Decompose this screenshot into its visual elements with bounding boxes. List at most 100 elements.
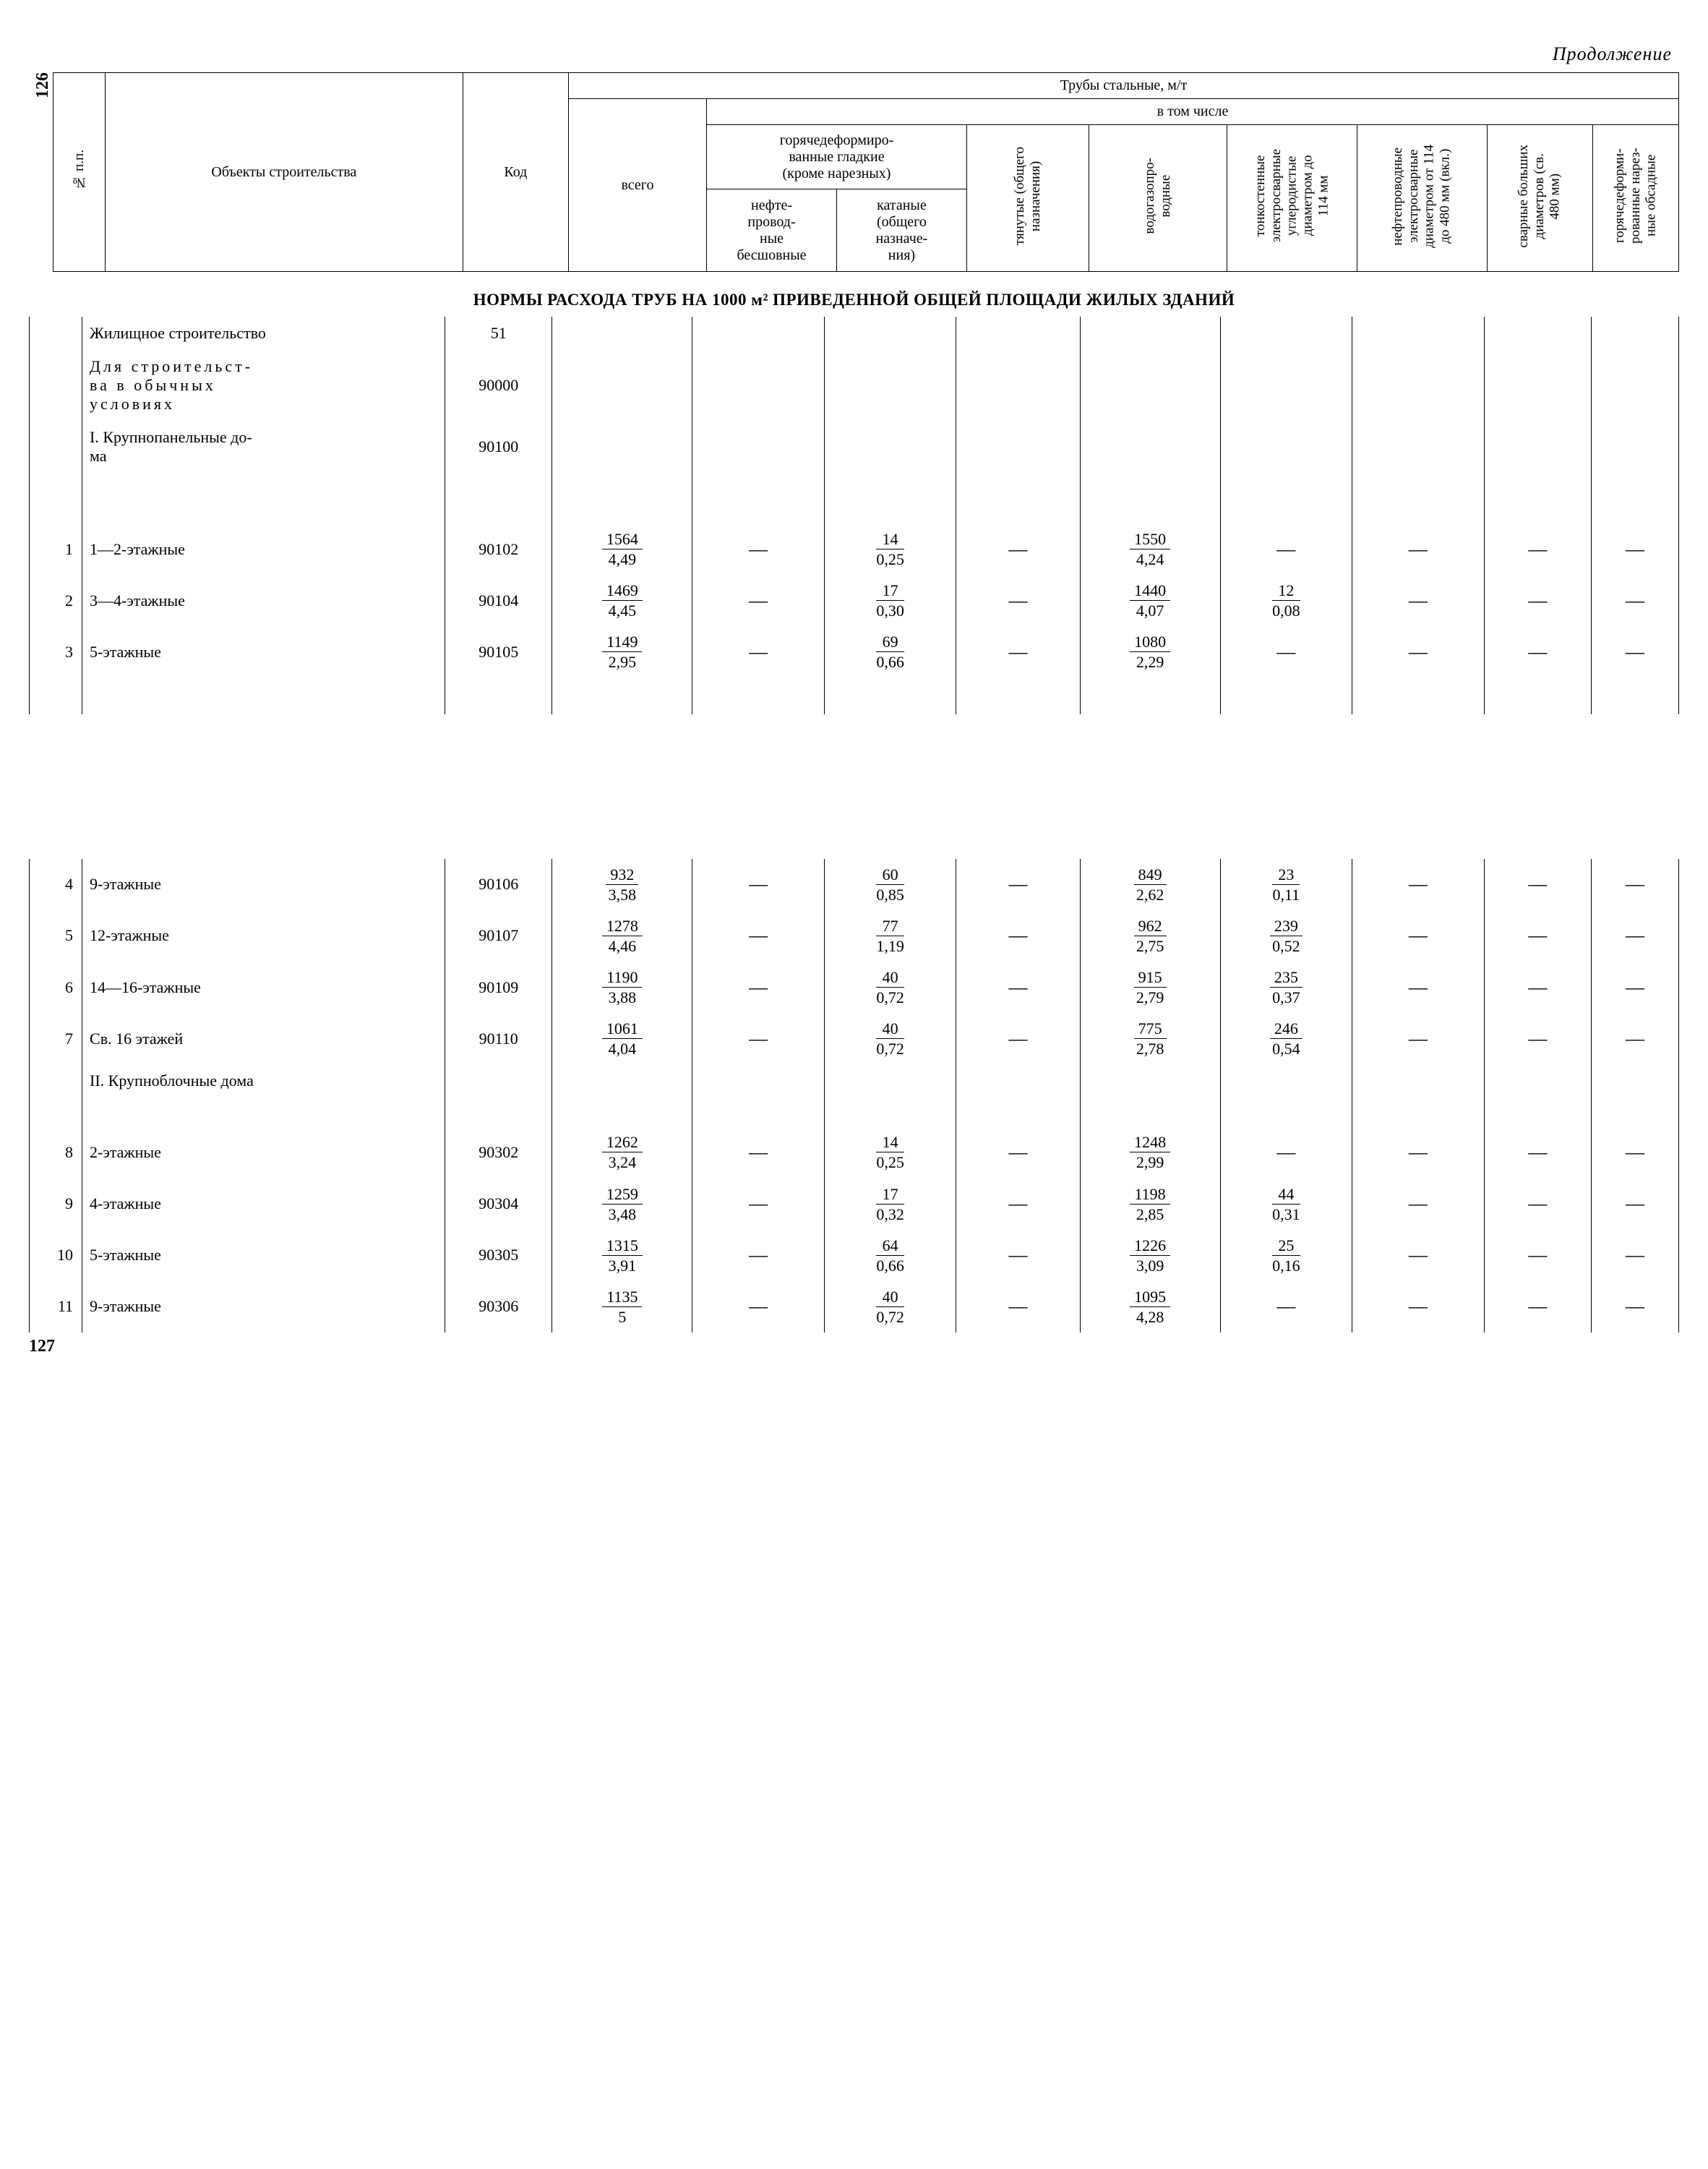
dash-icon: —	[749, 1142, 768, 1163]
empty-cell	[1484, 350, 1591, 421]
dash-icon: —	[1409, 873, 1428, 894]
dash-icon: —	[1626, 539, 1644, 560]
row-code: 90302	[445, 1126, 552, 1178]
fraction-value: 170,32	[876, 1186, 904, 1223]
empty-cell	[1080, 317, 1220, 350]
data-table-lower: 49-этажные901069323,58—600,85—8492,62230…	[29, 859, 1679, 1333]
fraction-value: 9622,75	[1134, 917, 1167, 954]
dash-icon: —	[1009, 977, 1028, 998]
dash-icon: —	[1528, 539, 1547, 560]
value-cell: —	[1484, 523, 1591, 575]
value-cell: 250,16	[1220, 1230, 1352, 1281]
empty-cell	[956, 350, 1080, 421]
dash-icon: —	[1528, 1142, 1547, 1163]
value-cell: —	[692, 1013, 825, 1064]
fraction-value: 10802,29	[1130, 633, 1170, 670]
value-cell: —	[692, 1178, 825, 1230]
dash-icon: —	[1528, 1296, 1547, 1317]
value-cell: 10614,04	[552, 1013, 692, 1064]
value-cell: 140,25	[824, 523, 956, 575]
value-cell: —	[956, 910, 1080, 962]
row-code: 90106	[445, 859, 552, 910]
dash-icon: —	[1528, 590, 1547, 611]
value-cell: —	[692, 1281, 825, 1332]
dash-icon: —	[1528, 925, 1547, 946]
heading-code: 90100	[445, 421, 552, 473]
fraction-value: 8492,62	[1134, 866, 1167, 903]
dash-icon: —	[749, 1296, 768, 1317]
empty-cell	[1080, 350, 1220, 421]
empty-cell	[824, 1064, 956, 1098]
row-code: 90109	[445, 962, 552, 1013]
value-cell: 15504,24	[1080, 523, 1220, 575]
dash-icon: —	[1409, 1296, 1428, 1317]
row-number: 8	[30, 1126, 82, 1178]
value-cell: —	[956, 1013, 1080, 1064]
dash-icon: —	[1009, 539, 1028, 560]
empty-cell	[692, 1064, 825, 1098]
heading-text: Для строительст- ва в обычных условиях	[82, 350, 445, 421]
empty-cell	[1220, 350, 1352, 421]
value-cell: —	[1352, 1126, 1485, 1178]
row-number: 10	[30, 1230, 82, 1281]
value-cell: —	[1591, 1013, 1678, 1064]
heading-text: I. Крупнопанельные до- ма	[82, 421, 445, 473]
empty-cell	[1591, 350, 1678, 421]
value-cell: —	[1352, 575, 1485, 626]
empty-cell	[1220, 1064, 1352, 1098]
value-cell: —	[692, 910, 825, 962]
value-cell: —	[956, 626, 1080, 677]
dash-icon: —	[1276, 1142, 1295, 1163]
table-row: 11—2-этажные9010215644,49—140,25—15504,2…	[30, 523, 1679, 575]
empty-cell	[552, 1098, 692, 1126]
fraction-value: 440,31	[1272, 1186, 1300, 1223]
dash-icon: —	[1409, 1142, 1428, 1163]
value-cell: —	[1591, 626, 1678, 677]
fraction-value: 11903,88	[602, 969, 642, 1006]
empty-cell	[692, 421, 825, 473]
table-row: 614—16-этажные9010911903,88—400,72—9152,…	[30, 962, 1679, 1013]
value-cell: 15644,49	[552, 523, 692, 575]
value-cell: 11492,95	[552, 626, 692, 677]
col-welded: сварные больших диаметров (св. 480 мм)	[1516, 145, 1563, 248]
empty-cell	[1220, 1098, 1352, 1126]
continuation-label: Продолжение	[29, 43, 1672, 65]
col-sub-rolled: катаные (общего назначе- ния)	[836, 189, 966, 272]
empty-cell	[1080, 1064, 1220, 1098]
empty-cell	[1352, 473, 1485, 523]
dash-icon: —	[1009, 1028, 1028, 1049]
empty-cell	[1220, 473, 1352, 523]
empty-cell	[82, 678, 445, 714]
spacer-row	[30, 678, 1679, 714]
heading-row: I. Крупнопанельные до- ма90100	[30, 421, 1679, 473]
col-code: Код	[463, 73, 568, 272]
dash-icon: —	[749, 641, 768, 662]
value-cell: —	[956, 1281, 1080, 1332]
value-cell: 9622,75	[1080, 910, 1220, 962]
value-cell: —	[956, 1126, 1080, 1178]
value-cell: —	[1591, 1126, 1678, 1178]
empty-cell	[692, 350, 825, 421]
empty-cell	[1352, 421, 1485, 473]
value-cell: —	[1484, 962, 1591, 1013]
dash-icon: —	[1009, 590, 1028, 611]
row-name: 12-этажные	[82, 910, 445, 962]
value-cell: 400,72	[824, 1013, 956, 1064]
value-cell: 10954,28	[1080, 1281, 1220, 1332]
value-cell: 13153,91	[552, 1230, 692, 1281]
table-row: 119-этажные9030611355—400,72—10954,28———…	[30, 1281, 1679, 1332]
value-cell: —	[956, 1230, 1080, 1281]
value-cell: —	[1220, 1281, 1352, 1332]
row-code: 90305	[445, 1230, 552, 1281]
row-number: 2	[30, 575, 82, 626]
heading-code: 90000	[445, 350, 552, 421]
value-cell: 9323,58	[552, 859, 692, 910]
col-casing: горячедеформи- рованные нарез- ные обсад…	[1612, 147, 1660, 244]
empty-cell	[1220, 317, 1352, 350]
dash-icon: —	[749, 977, 768, 998]
fraction-value: 12593,48	[602, 1186, 643, 1223]
fraction-value: 600,85	[876, 866, 904, 903]
dash-icon: —	[1409, 590, 1428, 611]
empty-cell	[1220, 421, 1352, 473]
value-cell: —	[692, 626, 825, 677]
